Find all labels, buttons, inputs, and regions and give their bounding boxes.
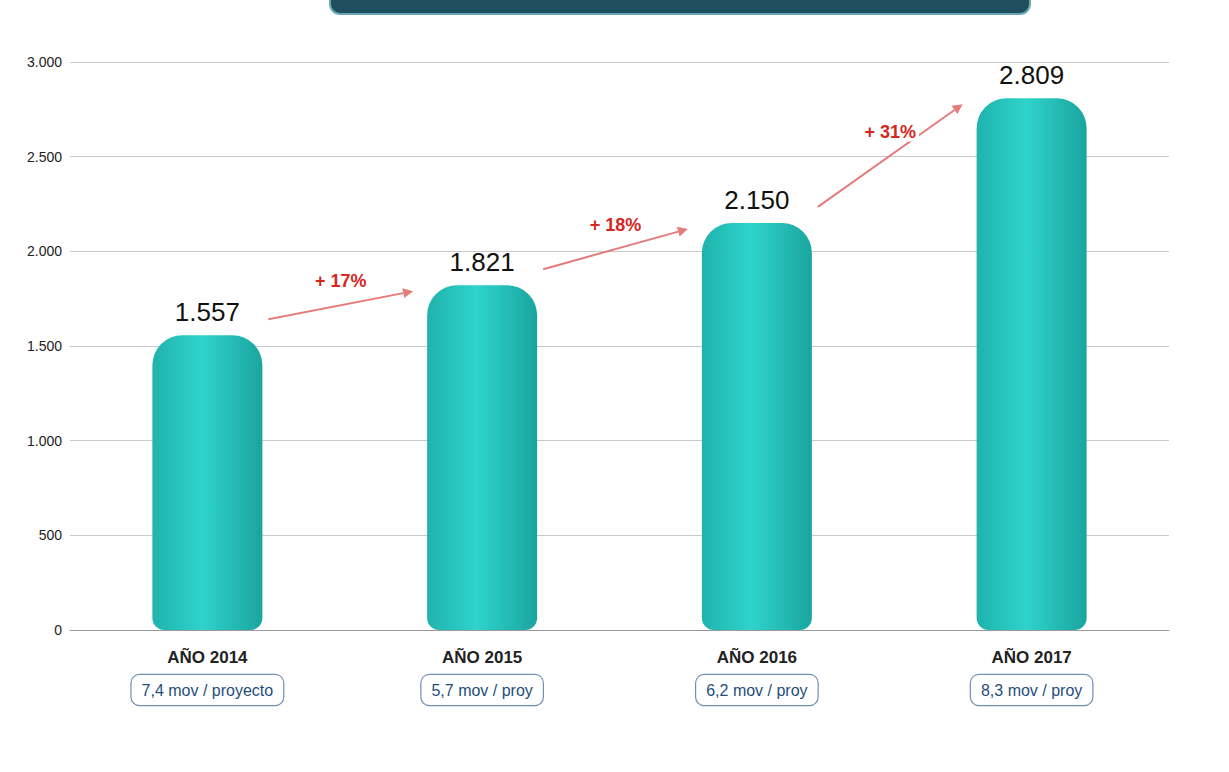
svg-text:+ 17%: + 17% xyxy=(315,271,367,291)
svg-text:1.500: 1.500 xyxy=(27,338,62,354)
svg-text:6,2 mov / proy: 6,2 mov / proy xyxy=(706,682,807,699)
svg-text:2.500: 2.500 xyxy=(27,149,62,165)
svg-text:8,3 mov / proy: 8,3 mov / proy xyxy=(981,682,1082,699)
svg-text:+ 18%: + 18% xyxy=(590,215,642,235)
svg-text:2.150: 2.150 xyxy=(724,185,789,215)
svg-text:1.557: 1.557 xyxy=(175,297,240,327)
svg-text:1.821: 1.821 xyxy=(450,247,515,277)
svg-text:2.000: 2.000 xyxy=(27,243,62,259)
svg-text:+ 31%: + 31% xyxy=(864,122,916,142)
svg-text:AÑO 2015: AÑO 2015 xyxy=(442,647,522,667)
svg-text:AÑO 2014: AÑO 2014 xyxy=(167,647,248,667)
svg-text:AÑO 2016: AÑO 2016 xyxy=(717,647,797,667)
svg-text:7,4 mov / proyecto: 7,4 mov / proyecto xyxy=(142,682,274,699)
svg-text:5,7 mov / proy: 5,7 mov / proy xyxy=(431,682,532,699)
svg-text:2.809: 2.809 xyxy=(999,60,1064,90)
svg-text:0: 0 xyxy=(54,622,62,638)
svg-text:3.000: 3.000 xyxy=(27,54,62,70)
svg-text:AÑO 2017: AÑO 2017 xyxy=(991,647,1071,667)
svg-text:1.000: 1.000 xyxy=(27,433,62,449)
svg-text:500: 500 xyxy=(39,527,63,543)
